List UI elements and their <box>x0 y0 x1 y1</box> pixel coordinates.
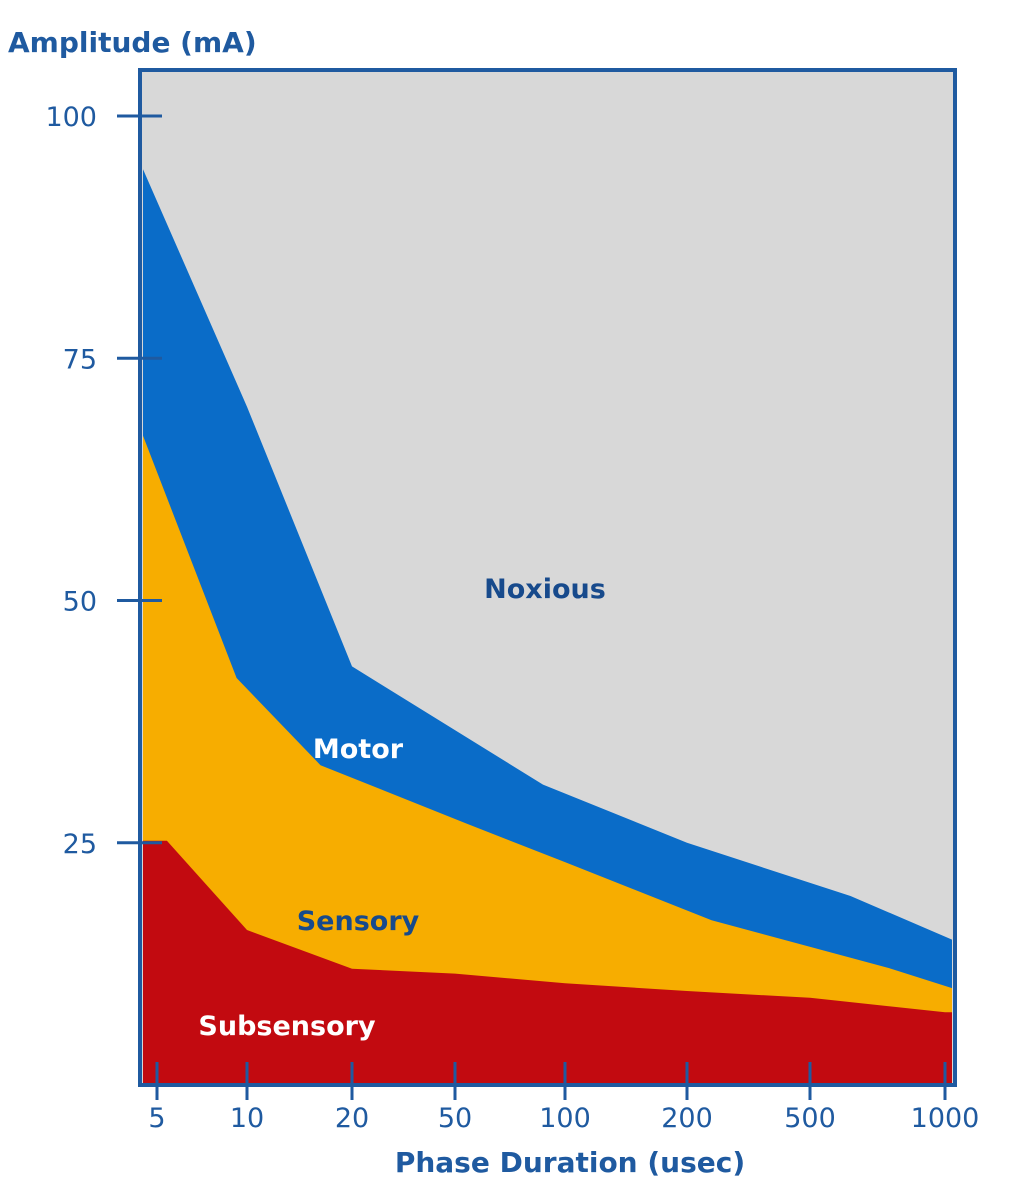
plot-frame <box>138 68 957 1087</box>
x-tick-label: 100 <box>539 1103 591 1134</box>
y-tick-label: 25 <box>63 829 97 860</box>
y-tick-label: 75 <box>63 344 97 375</box>
y-axis-title: Amplitude (mA) <box>8 26 257 59</box>
y-tick-label: 100 <box>45 102 97 133</box>
sensory-label: Sensory <box>297 906 420 937</box>
sensory-region <box>143 435 952 1085</box>
x-axis-title: Phase Duration (usec) <box>395 1146 745 1179</box>
y-tick-label: 50 <box>63 587 97 618</box>
motor-label: Motor <box>313 734 404 765</box>
x-tick-label: 10 <box>230 1103 264 1134</box>
x-tick-label: 200 <box>661 1103 713 1134</box>
subsensory-region <box>143 840 952 1085</box>
subsensory-label: Subsensory <box>198 1011 376 1042</box>
x-tick-label: 5 <box>148 1103 165 1134</box>
x-tick-label: 50 <box>438 1103 472 1134</box>
plot-area <box>138 68 957 1087</box>
noxious-label: Noxious <box>484 574 606 605</box>
y-axis: 25 50 75 100 <box>45 102 162 860</box>
x-tick-label: 20 <box>335 1103 369 1134</box>
x-axis: 5 10 20 50 100 200 500 1000 <box>148 1062 979 1134</box>
x-tick-label: 500 <box>784 1103 836 1134</box>
x-tick-label: 1000 <box>911 1103 980 1134</box>
